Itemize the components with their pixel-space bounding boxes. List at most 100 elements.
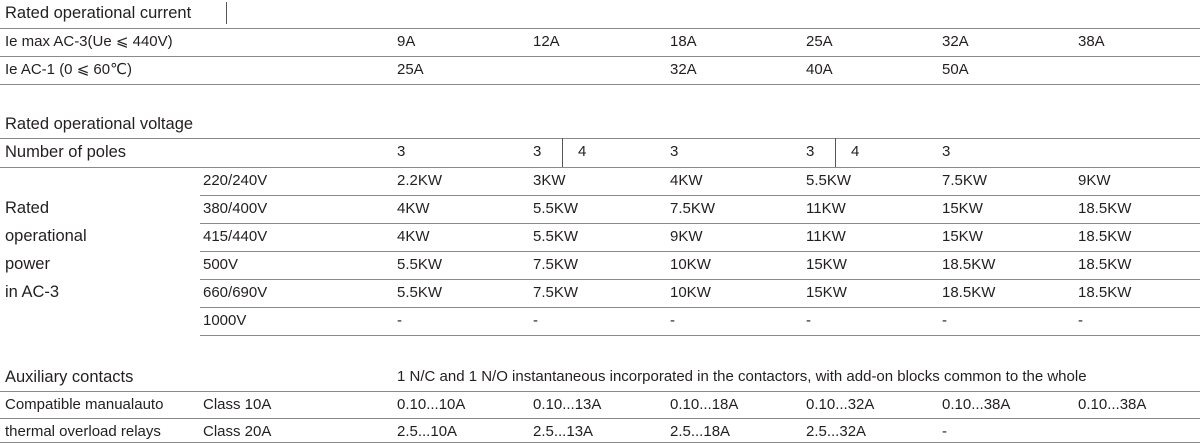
pole-count: 3 [806,143,815,160]
power-value: 15KW [806,256,847,273]
power-value: 4KW [397,228,430,245]
voltage-label: 220/240V [203,172,268,189]
power-value: 7.5KW [533,256,579,273]
power-value: 4KW [397,200,430,217]
relay-range: 0.10...18A [670,396,739,413]
row-label: thermal overload relays [5,423,161,440]
row-divider [0,418,1200,419]
cell-value: 9A [397,33,416,50]
pole-count: 3 [397,143,406,160]
power-value: 5.5KW [397,284,443,301]
power-value: 18.5KW [942,284,996,301]
power-value: 2.2KW [397,172,443,189]
row-divider [200,195,1200,196]
row-divider [200,335,1200,336]
section-title: Rated operational voltage [5,115,194,133]
power-value: 15KW [942,200,983,217]
row-label: power [5,255,50,273]
column-divider [562,138,563,167]
row-divider [0,28,1200,29]
cell-value: 38A [1078,33,1105,50]
section-title: Auxiliary contacts [5,368,134,386]
relay-range: 0.10...10A [397,396,466,413]
power-value: 4KW [670,172,703,189]
power-value: - [806,312,811,329]
row-divider [0,56,1200,57]
power-value: 7.5KW [533,284,579,301]
power-value: 5.5KW [397,256,443,273]
power-value: - [533,312,538,329]
relay-range: 2.5...13A [533,423,594,440]
class-label: Class 10A [203,396,272,413]
class-label: Class 20A [203,423,272,440]
power-value: 18.5KW [1078,256,1132,273]
cell-value: 12A [533,33,560,50]
power-value: 11KW [806,200,846,217]
power-value: 15KW [942,228,983,245]
power-value: 18.5KW [1078,284,1132,301]
cell-value: 25A [397,61,424,78]
cell-value: 40A [806,61,833,78]
row-label: Ie max AC-3(Ue ⩽ 440V) [5,33,173,50]
relay-range: 0.10...32A [806,396,875,413]
row-label: operational [5,227,87,245]
power-value: 3KW [533,172,566,189]
section-title: Rated operational current [5,4,192,22]
row-divider [0,138,1200,139]
voltage-label: 380/400V [203,200,268,217]
power-value: 15KW [806,284,847,301]
relay-range: 0.10...38A [942,396,1011,413]
row-label: in AC-3 [5,283,60,301]
voltage-label: 660/690V [203,284,268,301]
row-divider [200,279,1200,280]
power-value: 18.5KW [942,256,996,273]
power-value: 9KW [670,228,703,245]
relay-range: 0.10...13A [533,396,602,413]
row-label: Ie AC-1 (0 ⩽ 60℃) [5,61,132,78]
power-value: 7.5KW [670,200,716,217]
row-divider [0,391,1200,392]
relay-range: 2.5...32A [806,423,867,440]
voltage-label: 415/440V [203,228,268,245]
power-value: 11KW [806,228,846,245]
voltage-label: 1000V [203,312,247,329]
power-value: 5.5KW [806,172,852,189]
power-value: 10KW [670,256,711,273]
power-value: 5.5KW [533,228,579,245]
row-divider [200,307,1200,308]
pole-count: 3 [942,143,951,160]
row-divider [200,251,1200,252]
cell-value: 18A [670,33,697,50]
row-label: Number of poles [5,143,127,161]
power-value: - [1078,312,1083,329]
cell-value: 32A [670,61,697,78]
relay-range: 2.5...18A [670,423,731,440]
cell-value: 50A [942,61,969,78]
column-divider [835,138,836,167]
power-value: 10KW [670,284,711,301]
auxiliary-text: 1 N/C and 1 N/O instantaneous incorporat… [397,368,1087,385]
pole-count: 4 [578,143,587,160]
power-value: - [670,312,675,329]
relay-range: - [942,423,947,440]
relay-range: 2.5...10A [397,423,458,440]
relay-range: 0.10...38A [1078,396,1147,413]
row-divider [0,167,1200,168]
voltage-label: 500V [203,256,239,273]
row-divider [200,223,1200,224]
power-value: 5.5KW [533,200,579,217]
power-value: 9KW [1078,172,1111,189]
pole-count: 3 [670,143,679,160]
power-value: 18.5KW [1078,200,1132,217]
row-label: Compatible manualauto [5,396,164,413]
power-value: 18.5KW [1078,228,1132,245]
column-divider [226,2,227,24]
power-value: - [942,312,947,329]
power-value: 7.5KW [942,172,988,189]
power-value: - [397,312,402,329]
pole-count: 3 [533,143,542,160]
pole-count: 4 [851,143,860,160]
row-label: Rated [5,199,50,217]
row-divider [0,84,1200,85]
